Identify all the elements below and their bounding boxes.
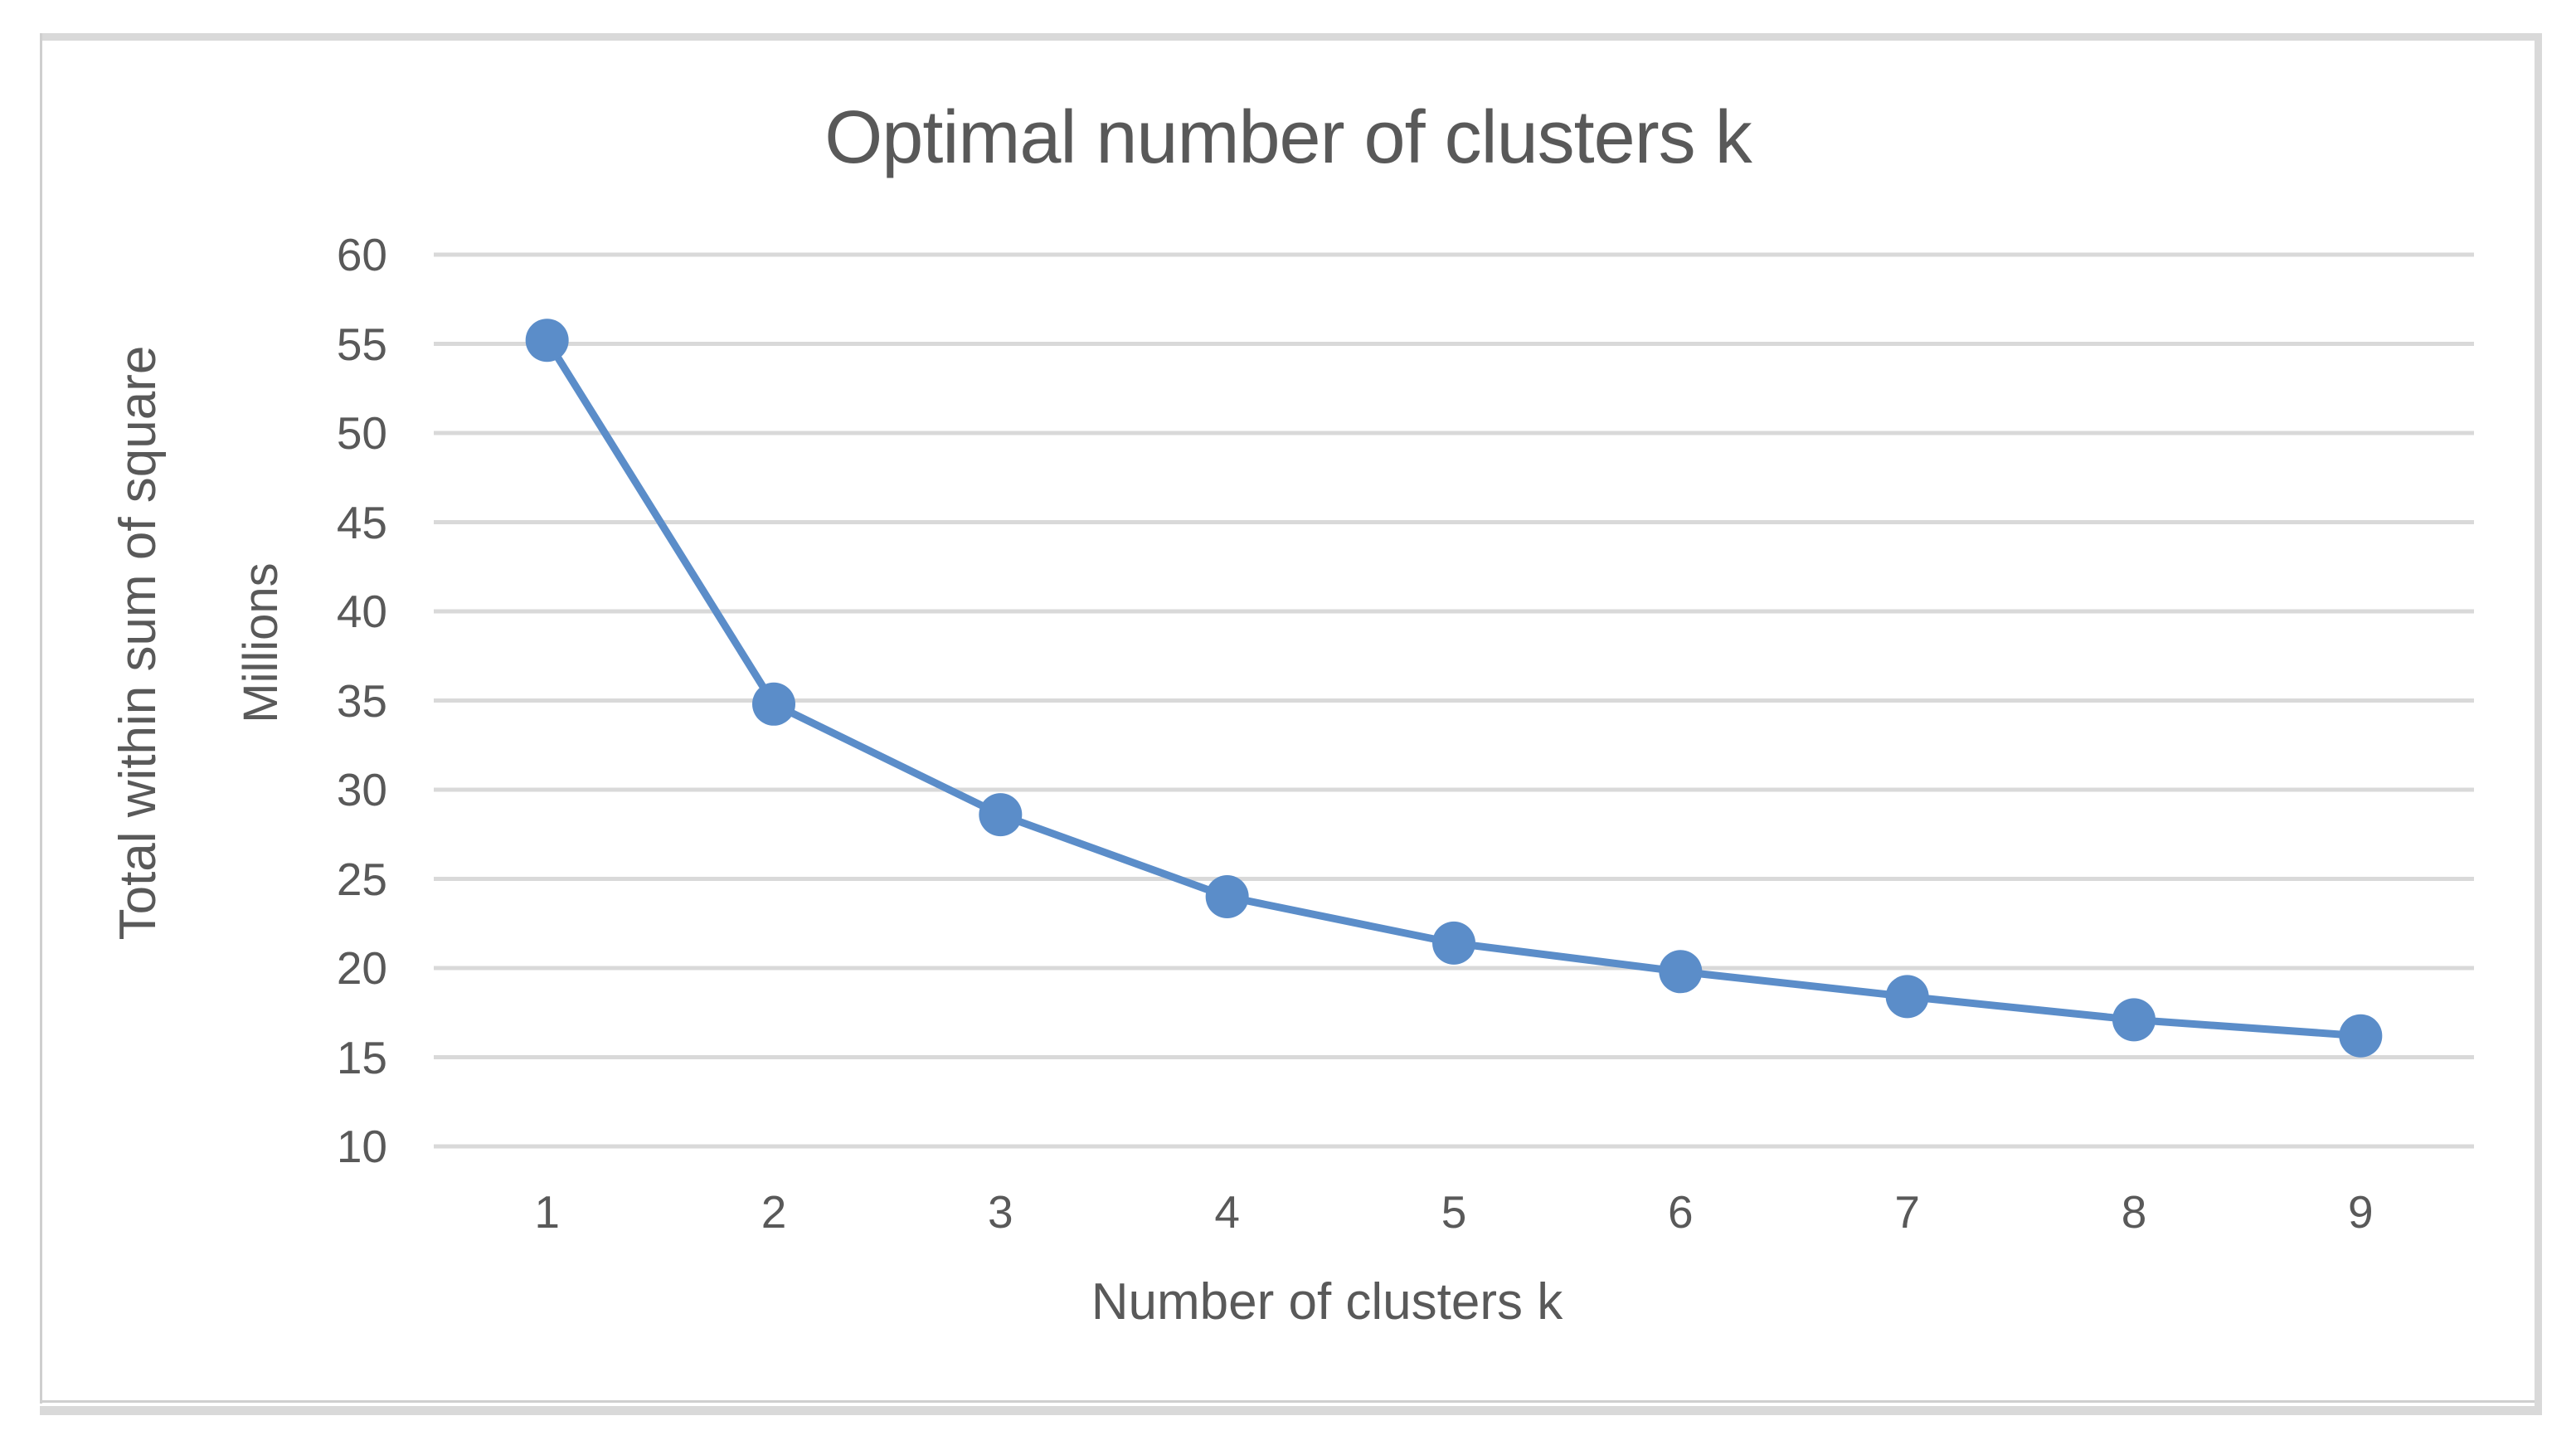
data-point-k5[interactable] [1432,921,1475,965]
x-tick-label-2: 2 [761,1186,787,1238]
data-point-k6[interactable] [1659,950,1703,994]
y-tick-label-60: 60 [336,229,387,280]
frame-bottom-bar [40,1406,2542,1415]
chart-title: Optimal number of clusters k [824,96,1752,179]
y-tick-label-15: 15 [336,1031,387,1083]
x-tick-label-1: 1 [534,1186,560,1238]
data-point-k3[interactable] [979,793,1023,837]
y-tick-label-50: 50 [336,407,387,459]
y-tick-label-25: 25 [336,853,387,905]
x-tick-label-4: 4 [1214,1186,1240,1238]
y-tick-label-45: 45 [336,496,387,548]
data-point-k7[interactable] [1885,975,1929,1019]
data-point-k1[interactable] [525,319,569,362]
x-tick-label-3: 3 [988,1186,1013,1238]
y-tick-label-10: 10 [336,1121,387,1172]
frame-left-border [40,33,42,1404]
data-point-k4[interactable] [1205,875,1249,918]
frame-bottom-border [41,1400,2535,1403]
data-point-k2[interactable] [752,682,795,726]
x-tick-label-8: 8 [2121,1186,2147,1238]
data-point-k9[interactable] [2339,1014,2383,1058]
frame-right-border [2535,33,2542,1410]
x-axis-title: Number of clusters k [1091,1273,1563,1331]
y-tick-label-55: 55 [336,318,387,370]
frame-top-bar [40,33,2542,41]
x-tick-label-6: 6 [1668,1186,1694,1238]
y-tick-label-40: 40 [336,586,387,637]
y-tick-label-30: 30 [336,764,387,815]
x-tick-label-5: 5 [1441,1186,1467,1238]
data-point-k8[interactable] [2112,998,2156,1042]
y-tick-label-35: 35 [336,674,387,727]
x-tick-label-9: 9 [2348,1186,2374,1238]
x-tick-label-7: 7 [1894,1186,1920,1238]
y-tick-label-20: 20 [336,942,387,994]
